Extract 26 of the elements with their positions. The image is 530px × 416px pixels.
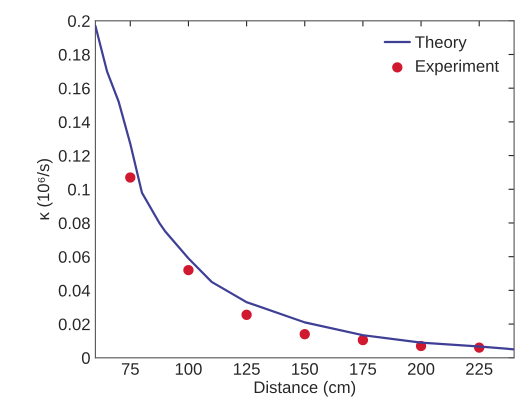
point: [183, 265, 194, 276]
y-tick-label: 0.1: [68, 184, 90, 196]
y-tick-label: 0.14: [58, 116, 90, 128]
y-tick-label: 0.04: [58, 284, 90, 297]
x-tick-label: 200: [408, 363, 434, 375]
x-tick-label: 75: [122, 363, 139, 375]
y-tick-label: 0.02: [58, 318, 90, 330]
x-tick-label: 225: [466, 363, 492, 375]
x-tick-label: 100: [176, 363, 202, 375]
legend-label: Theory: [415, 36, 467, 52]
y-tick-label: 0.06: [58, 251, 90, 263]
y-tick-label: 0.12: [58, 150, 90, 162]
point: [300, 329, 310, 340]
x-axis-title: Distance (cm): [254, 380, 356, 396]
y-tick-label: 0: [82, 352, 90, 364]
y-tick-label: 0.18: [58, 48, 90, 61]
point: [125, 172, 136, 183]
x-tick-label: 150: [292, 363, 318, 375]
y-axis-title: κ (10⁶/s): [37, 159, 53, 220]
x-tick-label: 175: [350, 363, 376, 375]
point: [241, 310, 252, 320]
y-tick-label: 0.08: [58, 217, 90, 230]
legend-label: Experiment: [416, 60, 499, 76]
y-tick-label: 0.2: [68, 15, 90, 28]
y-tick-label: 0.16: [58, 82, 90, 94]
x-tick-label: 125: [234, 363, 260, 375]
